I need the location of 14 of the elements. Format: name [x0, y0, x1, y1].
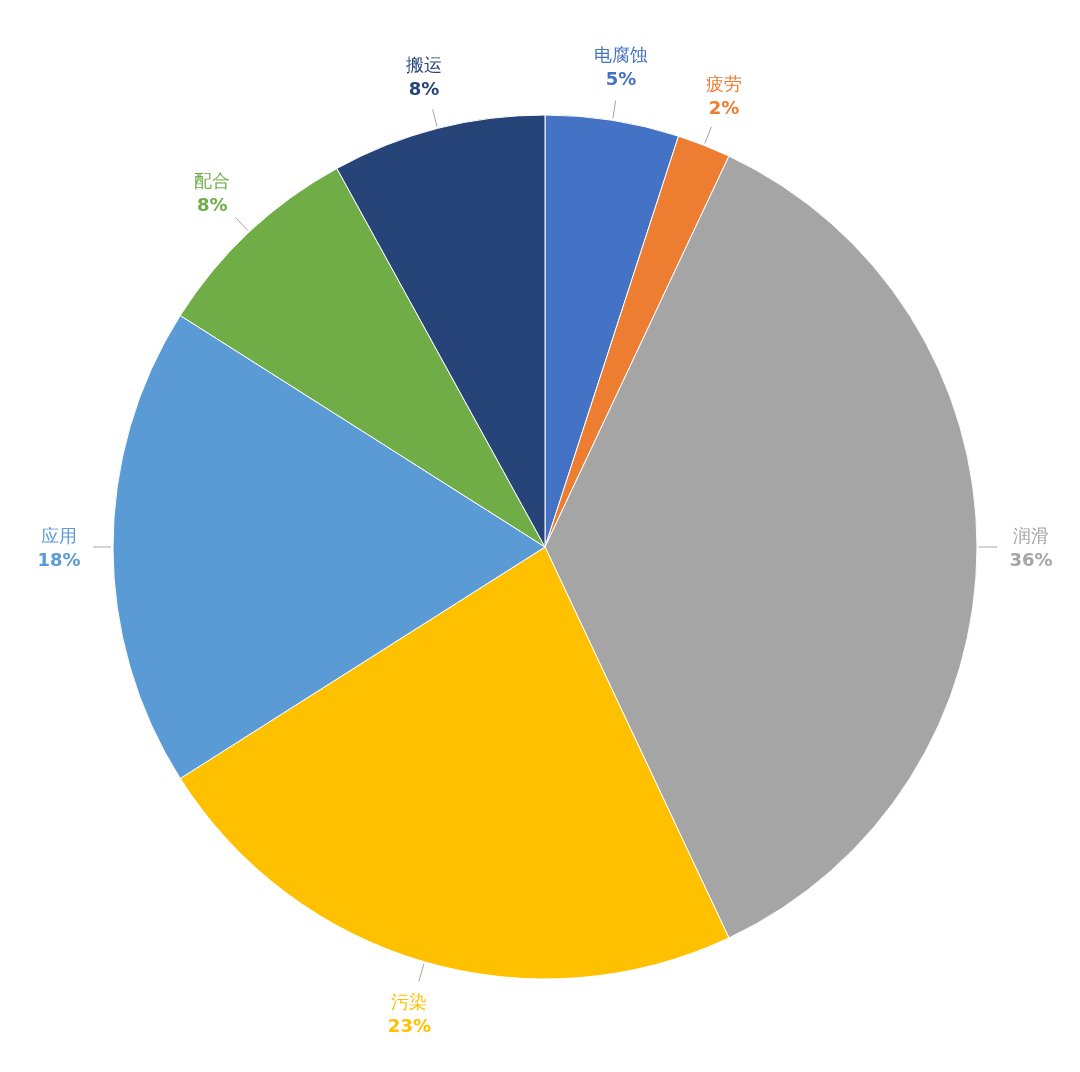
data-label: 23%	[387, 1015, 431, 1037]
data-label: 8%	[408, 77, 440, 99]
slice-label: 配合	[194, 170, 231, 192]
data-label: 2%	[708, 96, 740, 118]
slice-label: 搬运	[406, 53, 443, 75]
slice-label: 应用	[41, 524, 77, 546]
slice-label: 电腐蚀	[594, 44, 649, 66]
data-label: 5%	[605, 68, 637, 90]
slice-label: 疲劳	[705, 72, 742, 94]
data-label: 18%	[37, 548, 81, 570]
data-label: 36%	[1009, 548, 1053, 570]
data-label: 8%	[197, 194, 228, 216]
slice-label: 污染	[391, 991, 428, 1013]
slice-label: 润滑	[1013, 524, 1049, 546]
